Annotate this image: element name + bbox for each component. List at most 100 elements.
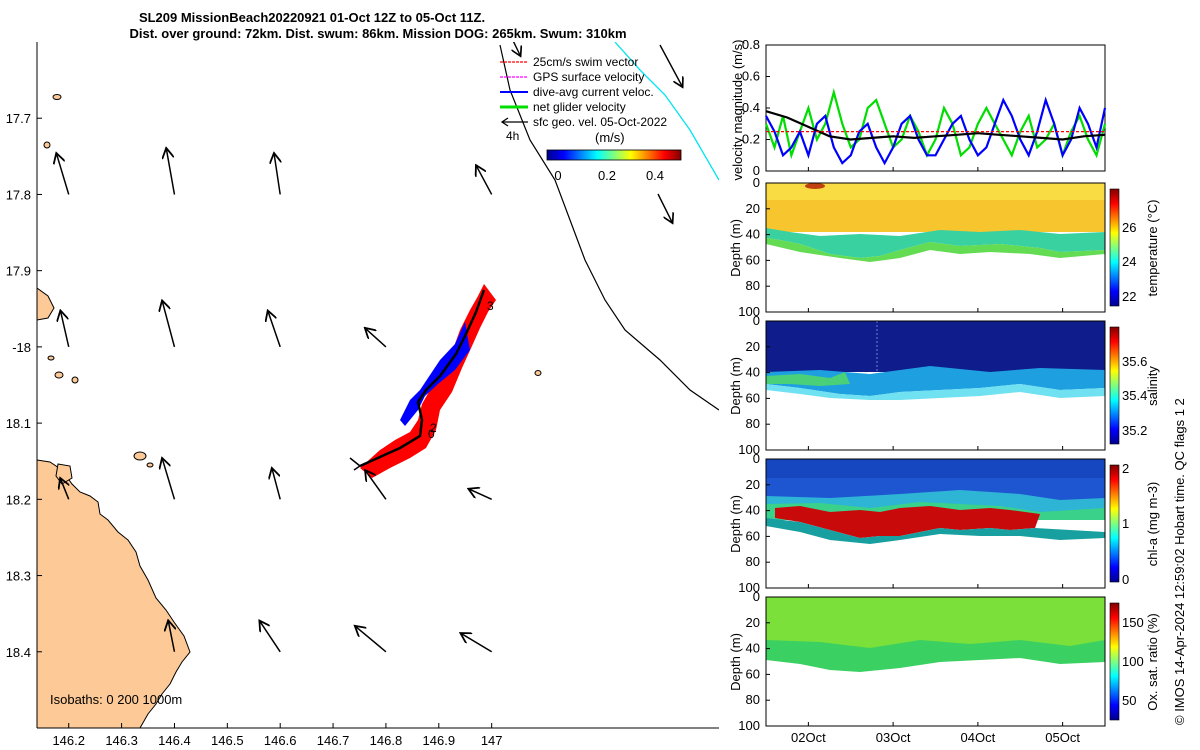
velocity-y-tick-label: 0.8 [742, 37, 760, 52]
salinity-cbar-tick-35-4: 35.4 [1122, 388, 1147, 403]
geo-velocity-arrow [470, 489, 492, 501]
depth-tick-label: 0 [753, 589, 760, 604]
legend-item-gps-velocity: GPS surface velocity [500, 70, 644, 84]
salinity-panel: Depth (m) 35.6 35.4 35.2 salinity [728, 320, 1160, 451]
marker-4h-label: 4h [506, 129, 519, 143]
colorbar-title: (m/s) [595, 130, 625, 145]
depth-tick-label: 0 [753, 313, 760, 328]
temperature-ylabel: Depth (m) [728, 219, 743, 277]
depth-tick-label: 80 [746, 554, 760, 569]
imos-watermark: © IMOS 14-Apr-2024 12:59:02 Hobart time.… [1172, 398, 1187, 725]
figure-title-line2: Dist. over ground: 72km. Dist. swum: 86k… [129, 26, 626, 41]
depth-tick-label: 80 [746, 278, 760, 293]
legend-label-swim-vector: 25cm/s swim vector [533, 55, 638, 69]
depth-axis-ticks: 0204060801000204060801000204060801000204… [738, 175, 770, 733]
map-y-tick-label: 18.3 [6, 569, 31, 584]
map-x-tick-label: 146.3 [105, 733, 138, 748]
geo-velocity-arrow [260, 622, 281, 653]
oxygen-colorbar [1109, 602, 1120, 721]
waypoint-label-3: 3 [487, 299, 494, 313]
isobath-1000m [614, 42, 719, 181]
map-x-tick-label: 146.8 [370, 733, 403, 748]
map-content [37, 42, 719, 728]
legend-item-dive-avg: dive-avg current veloc. [500, 85, 654, 99]
depth-tick-label: 100 [738, 580, 760, 595]
glider-track [359, 289, 486, 468]
track-start-arrow [349, 457, 362, 471]
velocity-series-line [765, 96, 1107, 166]
depth-tick-label: 20 [746, 477, 760, 492]
map-x-tick-label: 146.5 [211, 733, 244, 748]
depth-tick-label: 40 [746, 641, 760, 656]
chla-cbar-tick-1: 1 [1122, 516, 1129, 531]
map-colorbar [546, 149, 682, 161]
legend-item-sfc-geo: sfc geo. vel. 05-Oct-2022 [500, 115, 667, 129]
date-tick-label: 05Oct [1045, 730, 1080, 745]
geo-velocity-arrow [162, 459, 176, 500]
depth-tick-label: 100 [738, 442, 760, 457]
oxygen-axes-box [765, 596, 1106, 727]
geo-velocity-arrow [168, 622, 174, 652]
map-x-tick-label: 146.6 [264, 733, 297, 748]
chla-panel: Depth (m) 2 1 0 chl-a (mg m-3) [728, 458, 1160, 589]
geo-velocity-arrow [274, 154, 280, 195]
velocity-axes-box [765, 44, 1106, 172]
velocity-y-tick-label: 0.6 [742, 69, 760, 84]
depth-tick-label: 20 [746, 615, 760, 630]
date-axis-ticks: 02Oct 03Oct 04Oct 05Oct [791, 167, 1080, 745]
geo-velocity-arrow [61, 312, 70, 348]
legend-label-sfc-geo: sfc geo. vel. 05-Oct-2022 [533, 115, 667, 129]
depth-tick-label: 60 [746, 390, 760, 405]
chla-cbar-label: chl-a (mg m-3) [1145, 482, 1160, 567]
oxygen-ylabel: Depth (m) [728, 633, 743, 691]
isobaths-label: Isobaths: 0 200 1000m [50, 692, 182, 707]
geo-velocity-arrow [477, 166, 493, 195]
date-tick-label: 04Oct [961, 730, 996, 745]
temperature-cbar-label: temperature (°C) [1145, 200, 1160, 297]
map-y-tick-label: 18.1 [6, 416, 31, 431]
depth-tick-label: 100 [738, 304, 760, 319]
velocity-y-tick-label: 0 [753, 163, 760, 178]
geo-velocity-arrow [162, 302, 176, 348]
depth-tick-label: 100 [738, 718, 760, 733]
legend-label-gps-velocity: GPS surface velocity [533, 70, 644, 84]
oxygen-cbar-tick-100: 100 [1122, 654, 1144, 669]
depth-tick-label: 60 [746, 252, 760, 267]
velocity-series [764, 88, 1107, 166]
depth-tick-label: 20 [746, 339, 760, 354]
map-x-tick-label: 146.9 [423, 733, 456, 748]
velocity-y-tick-label: 0.4 [742, 100, 760, 115]
legend-label-net-glider: net glider velocity [533, 100, 626, 114]
salinity-ylabel: Depth (m) [728, 357, 743, 415]
geo-velocity-arrow [166, 149, 176, 195]
depth-tick-label: 20 [746, 201, 760, 216]
colorbar-tick-2: 0.4 [646, 168, 664, 183]
map-y-tick-label: 17.9 [6, 264, 31, 279]
isobath-200m [499, 44, 719, 411]
geo-velocity-arrow [61, 479, 69, 500]
map-y-tick-label: 18.2 [6, 492, 31, 507]
salinity-cbar-tick-35-6: 35.6 [1122, 354, 1147, 369]
map-x-tick-label: 146.7 [317, 733, 350, 748]
velocity-series-line [764, 88, 1107, 160]
geo-arrow-edge-right [657, 193, 672, 222]
depth-tick-label: 0 [753, 175, 760, 190]
temperature-cbar-tick-22: 22 [1122, 289, 1136, 304]
depth-tick-label: 40 [746, 365, 760, 380]
depth-tick-label: 40 [746, 503, 760, 518]
geo-velocity-arrow [57, 154, 70, 195]
temperature-axes-box [765, 182, 1106, 313]
map-panel: 3 2 0 25cm/s swim vector GPS surface vel… [6, 42, 719, 748]
depth-tick-label: 80 [746, 692, 760, 707]
date-tick-label: 03Oct [876, 730, 911, 745]
velocity-y-tick-label: 0.2 [742, 132, 760, 147]
chla-colorbar [1109, 464, 1120, 583]
salinity-axes-box [765, 320, 1106, 451]
legend-label-dive-avg: dive-avg current veloc. [533, 85, 654, 99]
temperature-cbar-tick-24: 24 [1122, 254, 1136, 269]
geo-arrow-edge-right-top [659, 44, 682, 86]
depth-tick-label: 0 [753, 451, 760, 466]
chla-cbar-tick-2: 2 [1122, 461, 1129, 476]
chla-axes-box [765, 458, 1106, 589]
